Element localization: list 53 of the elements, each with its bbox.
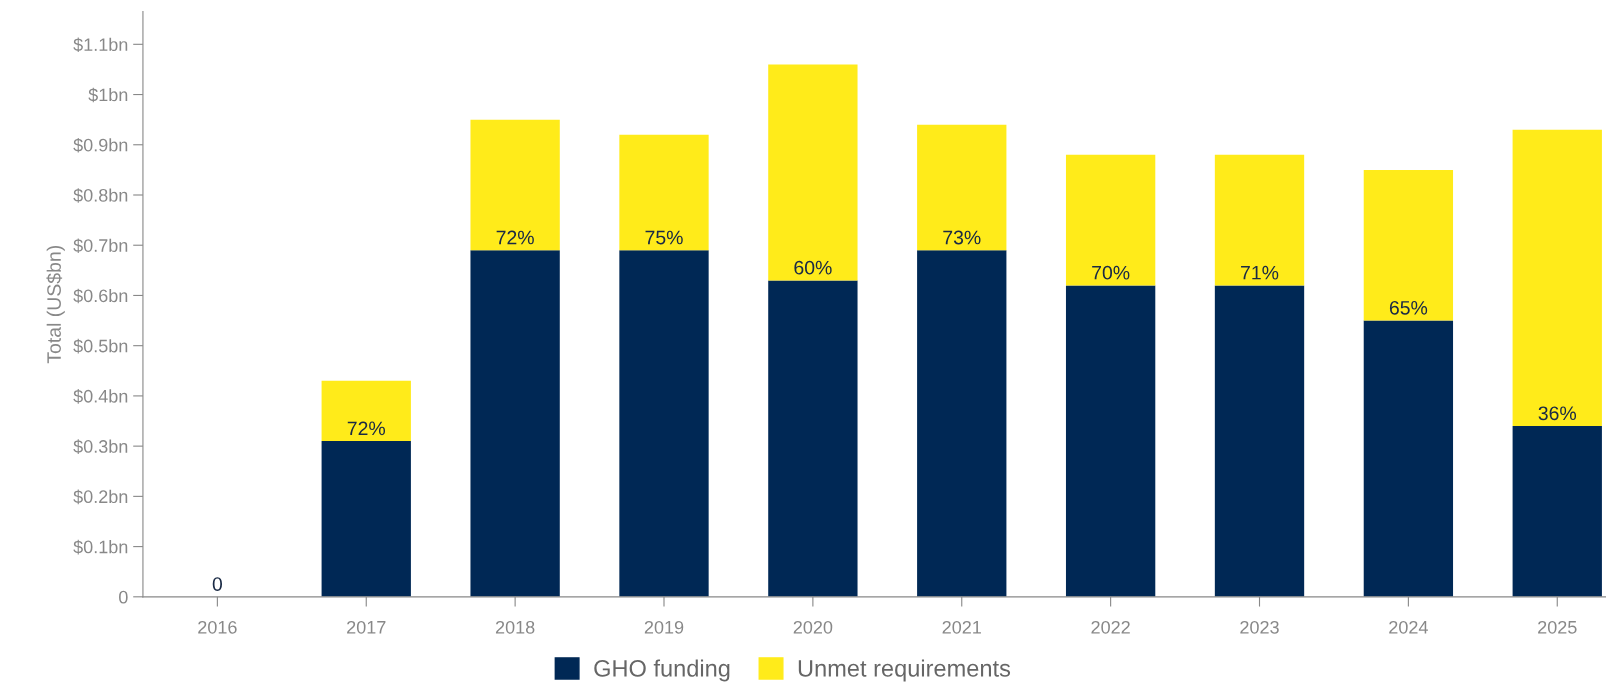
y-tick-label: $1.1bn: [73, 37, 128, 53]
bar: [470, 250, 560, 597]
legend-label: GHO funding: [594, 659, 730, 682]
annotation: 0: [212, 577, 223, 591]
bar: [619, 134, 709, 251]
bar: [1065, 285, 1156, 597]
annotation: 70%: [1092, 265, 1130, 280]
bar: [470, 119, 560, 251]
bar: [1363, 320, 1454, 597]
x-tick-label: 2022: [1091, 620, 1130, 634]
bar: [1512, 129, 1602, 427]
bar: [321, 380, 411, 442]
x-tick-label: 2024: [1389, 620, 1428, 634]
x-tick-label: 2020: [793, 620, 833, 634]
y-tick-label: $0.3bn: [73, 439, 128, 454]
annotation: 65%: [1389, 300, 1428, 315]
annotation: 72%: [347, 421, 386, 436]
annotation: 60%: [794, 260, 832, 275]
bar: [619, 250, 709, 597]
x-tick-label: 2018: [495, 620, 535, 634]
annotation: 72%: [496, 230, 534, 245]
y-tick-label: $0.8bn: [73, 188, 128, 203]
bar: [768, 64, 858, 281]
x-tick-label: 2016: [198, 620, 237, 634]
x-tick-label: 2025: [1538, 620, 1577, 634]
annotation: 73%: [943, 230, 981, 245]
annotation: 75%: [645, 230, 683, 245]
legend-label: Unmet requirements: [798, 659, 1011, 682]
bar: [1214, 285, 1305, 597]
bar: [1363, 169, 1454, 321]
bar: [917, 250, 1007, 597]
bar: [768, 280, 858, 597]
y-tick-label: $0.4bn: [73, 389, 128, 404]
y-tick-label: $0.6bn: [73, 288, 128, 304]
y-axis-title: Total (US$bn): [46, 246, 65, 364]
bar: [1214, 154, 1305, 286]
y-tick-label: $0.5bn: [73, 338, 128, 354]
annotation: 71%: [1241, 265, 1279, 280]
annotation: 36%: [1538, 406, 1577, 421]
y-tick-label: 0: [119, 590, 128, 604]
x-tick-label: 2023: [1240, 620, 1279, 634]
bar: [1512, 426, 1602, 597]
bar: [917, 124, 1007, 251]
y-tick-label: $0.1bn: [73, 539, 128, 555]
x-tick-label: 2021: [942, 620, 981, 634]
bar: [321, 441, 411, 597]
y-tick-label: $0.9bn: [73, 137, 128, 153]
y-tick-label: $0.2bn: [73, 489, 128, 505]
y-tick-label: $0.7bn: [73, 238, 128, 254]
x-tick-label: 2019: [644, 620, 684, 634]
y-tick-label: $1bn: [88, 87, 128, 103]
x-tick-label: 2017: [347, 620, 386, 634]
bar: [1065, 154, 1156, 286]
